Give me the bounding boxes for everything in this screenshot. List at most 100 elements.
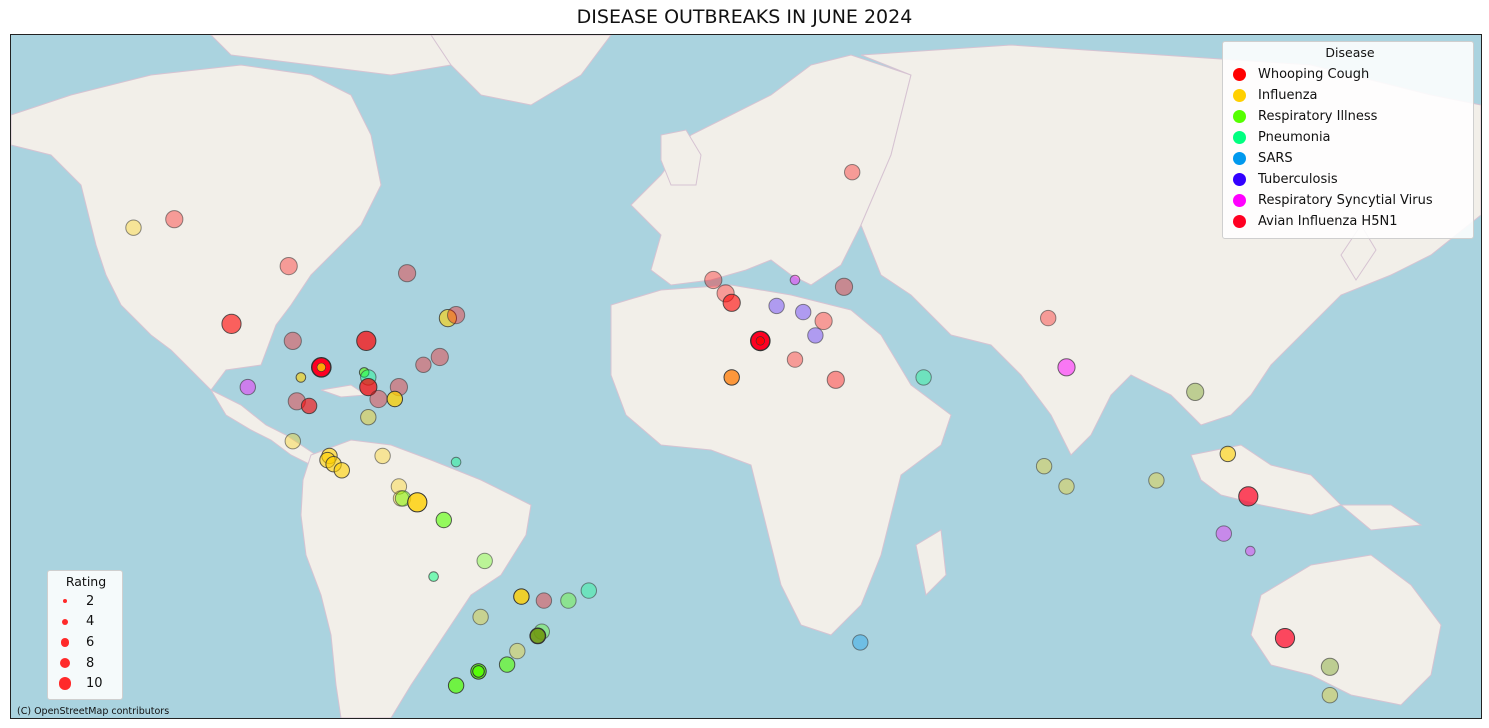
- outbreak-marker[interactable]: [1186, 382, 1205, 401]
- rating-legend-label: 2: [86, 593, 95, 609]
- outbreak-marker[interactable]: [1219, 445, 1237, 463]
- outbreak-marker[interactable]: [284, 433, 301, 450]
- outbreak-marker[interactable]: [472, 608, 489, 626]
- outbreak-markers: [125, 164, 1340, 704]
- outbreak-marker[interactable]: [580, 582, 597, 599]
- land-new-guinea: [1339, 504, 1423, 531]
- outbreak-marker[interactable]: [369, 389, 388, 409]
- outbreak-marker[interactable]: [125, 219, 142, 236]
- disease-legend-label: Whooping Cough: [1258, 67, 1370, 82]
- outbreak-marker-inner: [755, 336, 765, 346]
- rating-size-swatch: [54, 599, 76, 604]
- outbreak-marker[interactable]: [795, 303, 812, 321]
- disease-legend-item: Respiratory Illness: [1233, 106, 1467, 127]
- rating-size-swatch: [54, 657, 76, 669]
- outbreak-marker[interactable]: [1148, 472, 1165, 489]
- outbreak-marker[interactable]: [1238, 486, 1259, 507]
- outbreak-marker[interactable]: [279, 257, 298, 276]
- rating-dot: [62, 599, 68, 604]
- outbreak-marker[interactable]: [814, 311, 833, 331]
- outbreak-marker[interactable]: [476, 552, 493, 570]
- disease-legend-item: Tuberculosis: [1233, 169, 1467, 190]
- outbreak-marker[interactable]: [1058, 478, 1075, 495]
- map-title: DISEASE OUTBREAKS IN JUNE 2024: [576, 6, 913, 28]
- outbreak-marker[interactable]: [529, 627, 547, 645]
- outbreak-marker[interactable]: [807, 327, 824, 344]
- outbreak-marker[interactable]: [283, 331, 302, 350]
- outbreak-marker[interactable]: [450, 456, 462, 468]
- outbreak-marker[interactable]: [1321, 687, 1339, 704]
- legend-color-swatch: [1233, 110, 1246, 123]
- legend-color-swatch: [1233, 152, 1246, 165]
- rating-dot: [58, 677, 72, 690]
- disease-legend-label: Tuberculosis: [1258, 172, 1338, 187]
- outbreak-marker[interactable]: [398, 264, 417, 283]
- land-british-isles: [660, 129, 702, 186]
- legend-color-swatch: [1233, 194, 1246, 207]
- legend-color-swatch: [1233, 215, 1246, 228]
- outbreak-marker[interactable]: [1215, 525, 1233, 542]
- outbreak-marker[interactable]: [435, 511, 452, 529]
- outbreak-marker[interactable]: [239, 378, 257, 396]
- outbreak-marker[interactable]: [360, 409, 377, 426]
- rating-size-swatch: [54, 618, 76, 625]
- outbreak-marker[interactable]: [723, 369, 740, 386]
- outbreak-marker[interactable]: [509, 642, 526, 660]
- disease-legend-item: SARS: [1233, 148, 1467, 169]
- outbreak-marker[interactable]: [430, 347, 449, 367]
- outbreak-marker[interactable]: [1040, 309, 1057, 327]
- outbreak-marker[interactable]: [374, 447, 391, 465]
- disease-legend-item: Influenza: [1233, 85, 1467, 106]
- outbreak-marker[interactable]: [472, 665, 485, 678]
- outbreak-marker[interactable]: [356, 330, 377, 351]
- outbreak-marker[interactable]: [560, 592, 577, 609]
- outbreak-marker[interactable]: [1057, 358, 1076, 377]
- rating-legend-item: 6: [54, 632, 118, 653]
- rating-legend-list: 2 4 6 8 10: [54, 591, 118, 694]
- legend-color-swatch: [1233, 131, 1246, 144]
- outbreak-marker[interactable]: [915, 369, 932, 386]
- disease-legend-item: Avian Influenza H5N1: [1233, 211, 1467, 232]
- outbreak-marker[interactable]: [852, 634, 869, 651]
- land-europe: [630, 54, 912, 286]
- outbreak-marker[interactable]: [768, 297, 785, 315]
- rating-size-swatch: [54, 677, 76, 690]
- outbreak-marker[interactable]: [1035, 458, 1053, 475]
- disease-legend-item: Whooping Cough: [1233, 64, 1467, 85]
- outbreak-marker[interactable]: [221, 313, 242, 334]
- outbreak-marker[interactable]: [844, 164, 861, 181]
- outbreak-marker[interactable]: [535, 592, 553, 609]
- outbreak-marker[interactable]: [704, 270, 723, 290]
- outbreak-marker[interactable]: [722, 293, 741, 312]
- outbreak-marker[interactable]: [786, 351, 804, 368]
- outbreak-marker[interactable]: [1245, 545, 1256, 557]
- outbreak-marker[interactable]: [447, 306, 466, 325]
- outbreak-marker[interactable]: [407, 492, 428, 513]
- outbreak-marker[interactable]: [295, 372, 307, 383]
- outbreak-marker[interactable]: [1320, 657, 1340, 676]
- disease-legend-label: SARS: [1258, 151, 1293, 166]
- outbreak-marker[interactable]: [428, 571, 439, 582]
- map-panel[interactable]: Disease Whooping Cough Influenza Respirato…: [10, 34, 1482, 719]
- land-madagascar: [915, 529, 947, 597]
- rating-legend: Rating 2 4 6 8 10: [47, 570, 123, 700]
- outbreak-marker[interactable]: [834, 277, 854, 296]
- outbreak-marker[interactable]: [498, 656, 516, 673]
- outbreak-marker[interactable]: [415, 356, 432, 373]
- outbreak-marker[interactable]: [513, 588, 530, 605]
- rating-legend-item: 8: [54, 653, 118, 674]
- disease-legend-label: Respiratory Illness: [1258, 109, 1378, 124]
- outbreak-marker[interactable]: [789, 274, 801, 286]
- outbreak-marker[interactable]: [1274, 628, 1296, 649]
- disease-legend-label: Influenza: [1258, 88, 1318, 103]
- land-africa: [610, 284, 952, 636]
- rating-legend-label: 8: [86, 655, 95, 671]
- outbreak-marker[interactable]: [359, 378, 378, 397]
- outbreak-marker[interactable]: [386, 390, 403, 408]
- outbreak-marker[interactable]: [165, 210, 184, 229]
- outbreak-marker-inner: [316, 362, 326, 372]
- outbreak-marker[interactable]: [300, 397, 318, 415]
- outbreak-marker[interactable]: [333, 462, 350, 479]
- outbreak-marker[interactable]: [447, 677, 465, 694]
- outbreak-marker[interactable]: [826, 370, 845, 389]
